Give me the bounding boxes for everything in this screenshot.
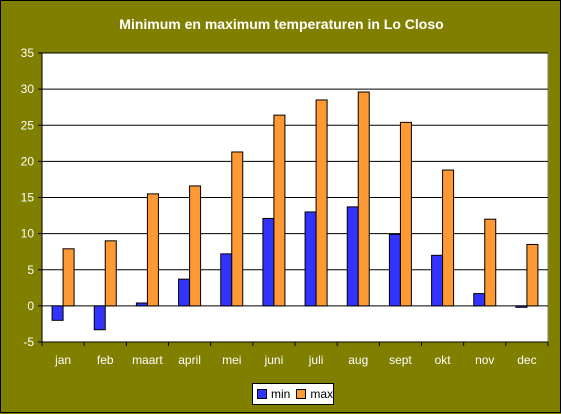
x-tick-label: juli xyxy=(308,353,324,367)
bar-max-aug xyxy=(357,91,370,307)
x-tick-label: maart xyxy=(132,353,163,367)
x-tick-label: okt xyxy=(435,353,452,367)
x-tick-label: aug xyxy=(348,353,368,367)
bar-min-okt xyxy=(431,254,444,307)
y-tick-label: 15 xyxy=(21,191,35,205)
bar-max-feb xyxy=(104,240,117,307)
y-tick-label: 5 xyxy=(27,263,34,277)
y-tick-label: 30 xyxy=(21,82,35,96)
bar-max-sept xyxy=(399,121,412,307)
bar-min-juli xyxy=(304,211,317,307)
bar-max-maart xyxy=(146,193,159,307)
y-tick-label: 20 xyxy=(21,154,35,168)
y-tick-label: 35 xyxy=(21,46,35,60)
legend-label-min: min xyxy=(271,387,291,401)
bar-min-april xyxy=(178,278,191,307)
bar-max-april xyxy=(189,185,202,307)
bar-max-juni xyxy=(273,114,286,307)
y-tick-label: 10 xyxy=(21,227,35,241)
legend-item-max: max xyxy=(296,387,333,401)
x-tick-label: jan xyxy=(54,353,71,367)
bar-min-jan xyxy=(51,305,64,321)
bar-min-sept xyxy=(388,233,401,307)
y-tick-label: 25 xyxy=(21,118,35,132)
bar-min-mei xyxy=(220,253,233,307)
bar-min-nov xyxy=(473,293,486,307)
legend-label-max: max xyxy=(310,387,334,401)
bar-max-dec xyxy=(526,243,539,307)
bar-min-maart xyxy=(135,302,148,307)
legend: min max xyxy=(252,383,334,405)
bar-max-mei xyxy=(231,151,244,307)
bar-max-nov xyxy=(484,218,497,307)
legend-swatch-min xyxy=(257,389,267,399)
bar-max-jan xyxy=(62,248,75,307)
x-tick-label: dec xyxy=(517,353,536,367)
y-tick-label: 0 xyxy=(27,299,34,313)
y-tick-label: -5 xyxy=(23,335,34,349)
chart-title: Minimum en maximum temperaturen in Lo Cl… xyxy=(119,16,444,32)
bar-min-feb xyxy=(93,305,106,331)
legend-swatch-max xyxy=(296,389,307,399)
x-tick-label: juni xyxy=(264,353,284,367)
bar-min-aug xyxy=(346,206,359,307)
x-tick-label: sept xyxy=(389,353,412,367)
bar-max-okt xyxy=(442,169,455,307)
x-tick-label: nov xyxy=(475,353,494,367)
legend-item-min: min xyxy=(257,387,290,401)
x-tick-label: mei xyxy=(222,353,241,367)
bar-max-juli xyxy=(315,99,328,307)
bar-min-dec xyxy=(515,305,528,308)
x-tick-label: feb xyxy=(97,353,114,367)
bar-min-juni xyxy=(262,217,275,307)
x-tick-label: april xyxy=(178,353,201,367)
